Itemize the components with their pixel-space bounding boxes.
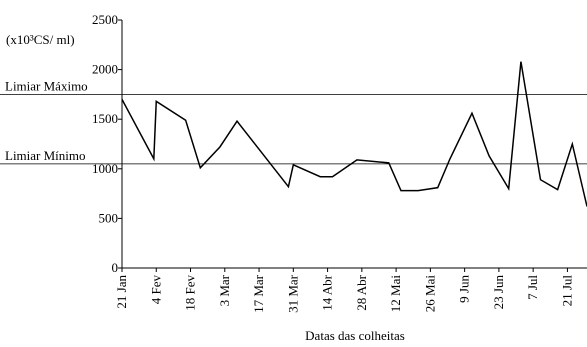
x-tick-label: 21 Jan <box>114 275 129 309</box>
x-tick-label: 31 Mar <box>285 274 300 313</box>
x-tick-label: 18 Fev <box>183 275 198 311</box>
x-axis-label: Datas das colheitas <box>305 328 405 343</box>
x-tick-label: 12 Mai <box>388 275 403 313</box>
y-axis-label: (x10³CS/ ml) <box>6 32 75 47</box>
x-tick-label: 26 Mai <box>422 275 437 313</box>
y-tick-label: 2500 <box>92 12 118 27</box>
x-tick-label: 23 Jun <box>491 275 506 310</box>
threshold-label: Limiar Máximo <box>5 78 88 93</box>
y-tick-label: 1500 <box>92 111 118 126</box>
x-tick-label: 3 Mar <box>217 274 232 306</box>
y-tick-label: 500 <box>99 210 119 225</box>
threshold-label: Limiar Mínimo <box>5 148 86 163</box>
x-tick-label: 28 Abr <box>354 274 369 310</box>
x-tick-label: 21 Jul <box>559 275 574 307</box>
x-tick-label: 4 Fev <box>148 275 163 305</box>
x-tick-label: 14 Abr <box>320 274 335 310</box>
y-tick-label: 1000 <box>92 161 118 176</box>
x-tick-label: 9 Jun <box>457 275 472 303</box>
y-tick-label: 0 <box>112 260 119 275</box>
x-tick-label: 17 Mar <box>251 274 266 313</box>
x-tick-label: 7 Jul <box>525 275 540 300</box>
y-tick-label: 2000 <box>92 62 118 77</box>
data-line <box>121 61 587 207</box>
